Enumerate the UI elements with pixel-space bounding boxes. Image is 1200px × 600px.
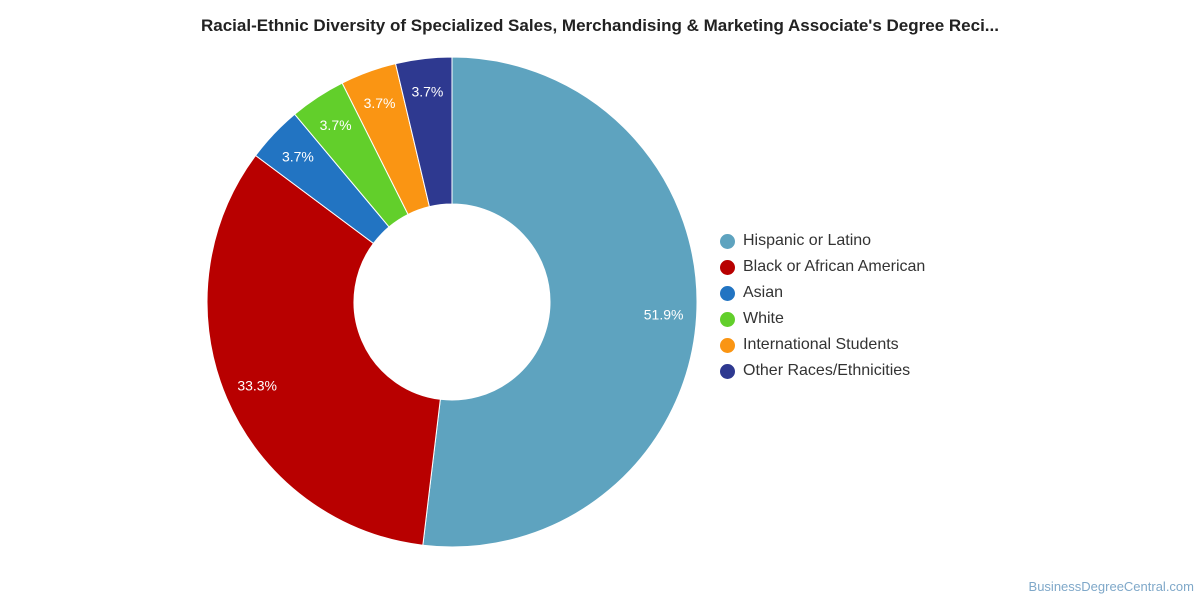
slice-label-international-students: 3.7% bbox=[364, 95, 396, 111]
legend-item-black-or-african-american[interactable]: Black or African American bbox=[720, 254, 925, 280]
slice-label-hispanic-or-latino: 51.9% bbox=[644, 307, 684, 323]
legend-label: Hispanic or Latino bbox=[743, 232, 872, 249]
slices-group bbox=[206, 56, 698, 548]
legend-marker-icon bbox=[720, 337, 735, 353]
chart-title: Racial-Ethnic Diversity of Specialized S… bbox=[201, 16, 999, 35]
slice-black-or-african-american[interactable] bbox=[206, 154, 441, 546]
legend-item-white[interactable]: White bbox=[720, 306, 925, 332]
legend-item-other-races-ethnicities[interactable]: Other Races/Ethnicities bbox=[720, 358, 925, 384]
legend-item-international-students[interactable]: International Students bbox=[720, 332, 925, 358]
slice-label-asian: 3.7% bbox=[282, 148, 314, 164]
legend-item-asian[interactable]: Asian bbox=[720, 280, 925, 306]
legend-item-hispanic-or-latino[interactable]: Hispanic or Latino bbox=[720, 228, 925, 254]
legend-marker-icon bbox=[720, 363, 735, 379]
legend-label: Other Races/Ethnicities bbox=[743, 362, 911, 379]
legend-marker-icon bbox=[720, 311, 735, 327]
legend-marker-icon bbox=[720, 259, 735, 275]
legend-marker-icon bbox=[720, 285, 735, 301]
legend: Hispanic or Latino Black or African Ameri… bbox=[720, 228, 925, 384]
slice-label-black-or-african-american: 33.3% bbox=[237, 378, 277, 394]
slice-hispanic-or-latino[interactable] bbox=[422, 56, 698, 548]
slice-labels-group: 51.9% 33.3% 3.7% 3.7% 3.7% 3.7% bbox=[237, 83, 683, 393]
legend-label: Asian bbox=[743, 284, 784, 301]
slice-label-other-races-ethnicities: 3.7% bbox=[411, 83, 443, 99]
legend-label: Black or African American bbox=[743, 258, 926, 275]
legend-label: International Students bbox=[743, 336, 899, 353]
legend-label: White bbox=[743, 310, 784, 327]
slice-label-white: 3.7% bbox=[320, 117, 352, 133]
legend-marker-icon bbox=[720, 233, 735, 249]
slice-other-races-ethnicities[interactable] bbox=[394, 56, 453, 208]
watermark: BusinessDegreeCentral.com bbox=[1028, 579, 1194, 594]
